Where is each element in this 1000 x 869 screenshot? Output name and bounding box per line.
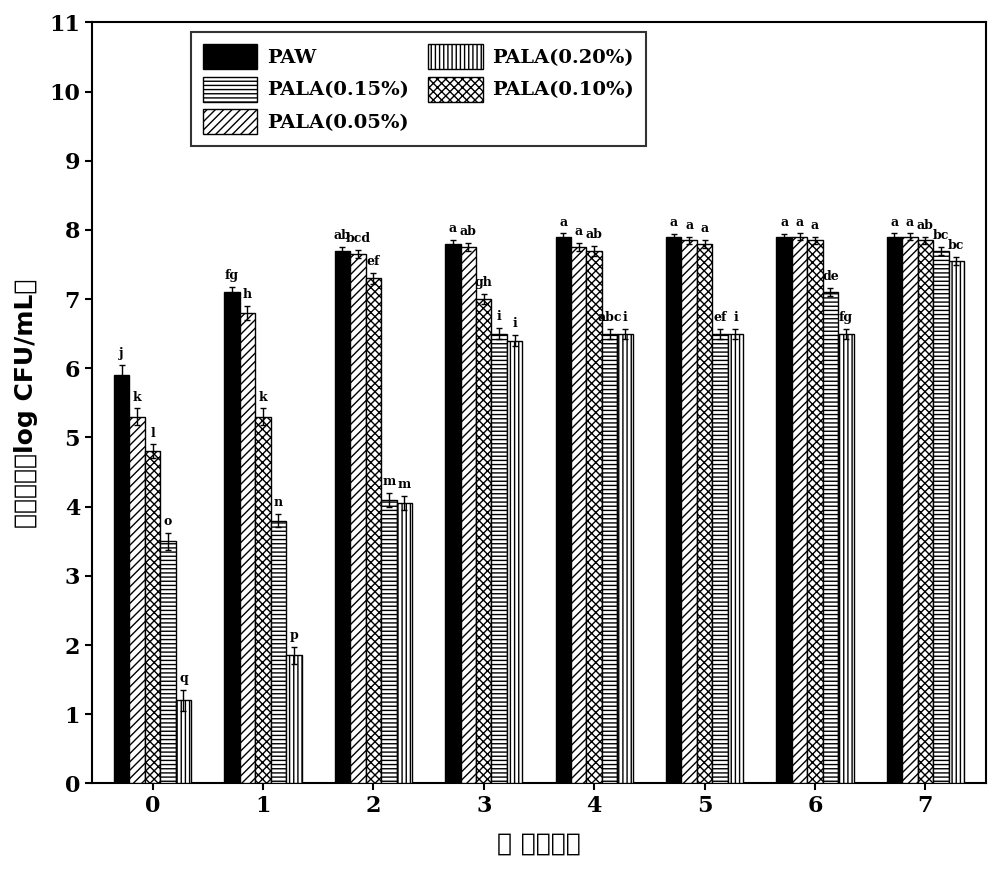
Bar bbox=[807, 241, 823, 784]
Text: fg: fg bbox=[225, 269, 239, 282]
Bar bbox=[697, 244, 712, 784]
Text: a: a bbox=[559, 216, 567, 229]
Bar bbox=[902, 237, 918, 784]
Text: a: a bbox=[906, 216, 914, 229]
Text: a: a bbox=[449, 222, 457, 235]
Text: k: k bbox=[259, 390, 267, 403]
Text: l: l bbox=[150, 427, 155, 440]
Bar bbox=[350, 254, 366, 784]
Bar bbox=[556, 237, 571, 784]
Text: i: i bbox=[512, 317, 517, 330]
Bar bbox=[271, 521, 286, 784]
Text: ab: ab bbox=[460, 225, 477, 238]
Bar bbox=[224, 292, 240, 784]
Text: a: a bbox=[795, 216, 804, 229]
Text: m: m bbox=[398, 479, 411, 492]
Text: q: q bbox=[179, 673, 188, 685]
Bar bbox=[838, 334, 854, 784]
Bar bbox=[712, 334, 728, 784]
Bar bbox=[823, 292, 838, 784]
Text: a: a bbox=[701, 222, 709, 235]
Bar bbox=[586, 250, 602, 784]
Bar bbox=[240, 313, 255, 784]
Text: de: de bbox=[822, 270, 839, 283]
X-axis label: 时 间（天）: 时 间（天） bbox=[497, 831, 581, 855]
Bar bbox=[507, 341, 522, 784]
Bar bbox=[129, 417, 145, 784]
Y-axis label: 沙门氏菌（log CFU/mL）: 沙门氏菌（log CFU/mL） bbox=[14, 278, 38, 527]
Text: i: i bbox=[623, 311, 627, 324]
Bar bbox=[366, 278, 381, 784]
Text: ef: ef bbox=[367, 255, 380, 268]
Text: ab: ab bbox=[334, 229, 351, 242]
Text: a: a bbox=[575, 225, 583, 238]
Bar bbox=[949, 261, 964, 784]
Bar bbox=[176, 700, 191, 784]
Text: i: i bbox=[497, 310, 502, 323]
Text: a: a bbox=[685, 219, 693, 232]
Bar bbox=[476, 299, 491, 784]
Text: k: k bbox=[133, 390, 141, 403]
Text: a: a bbox=[811, 219, 819, 232]
Bar bbox=[681, 241, 697, 784]
Text: p: p bbox=[289, 629, 298, 642]
Bar bbox=[381, 500, 397, 784]
Bar bbox=[491, 334, 507, 784]
Text: a: a bbox=[670, 216, 678, 229]
Legend: PAW, PALA(0.15%), PALA(0.05%), PALA(0.20%), PALA(0.10%): PAW, PALA(0.15%), PALA(0.05%), PALA(0.20… bbox=[191, 32, 646, 146]
Bar bbox=[286, 655, 302, 784]
Text: ab: ab bbox=[586, 228, 603, 241]
Text: bc: bc bbox=[948, 239, 964, 252]
Text: a: a bbox=[780, 216, 788, 229]
Bar bbox=[776, 237, 792, 784]
Text: bcd: bcd bbox=[345, 232, 370, 245]
Bar bbox=[461, 248, 476, 784]
Bar bbox=[397, 503, 412, 784]
Text: bc: bc bbox=[933, 229, 949, 242]
Text: o: o bbox=[164, 515, 172, 528]
Text: fg: fg bbox=[839, 311, 853, 324]
Bar bbox=[445, 244, 461, 784]
Text: a: a bbox=[890, 216, 899, 229]
Bar bbox=[728, 334, 743, 784]
Text: j: j bbox=[119, 347, 124, 360]
Bar bbox=[933, 250, 949, 784]
Bar bbox=[792, 237, 807, 784]
Bar bbox=[602, 334, 617, 784]
Bar bbox=[160, 541, 176, 784]
Bar bbox=[666, 237, 681, 784]
Text: ab: ab bbox=[917, 219, 934, 232]
Text: n: n bbox=[274, 495, 283, 508]
Text: i: i bbox=[733, 311, 738, 324]
Bar bbox=[918, 241, 933, 784]
Text: h: h bbox=[243, 289, 252, 302]
Text: ef: ef bbox=[713, 311, 727, 324]
Bar bbox=[255, 417, 271, 784]
Bar bbox=[335, 250, 350, 784]
Text: gh: gh bbox=[475, 276, 493, 289]
Bar bbox=[145, 451, 160, 784]
Text: abc: abc bbox=[597, 311, 622, 324]
Bar bbox=[571, 248, 586, 784]
Bar bbox=[617, 334, 633, 784]
Bar bbox=[887, 237, 902, 784]
Bar bbox=[114, 375, 129, 784]
Text: m: m bbox=[382, 475, 395, 488]
